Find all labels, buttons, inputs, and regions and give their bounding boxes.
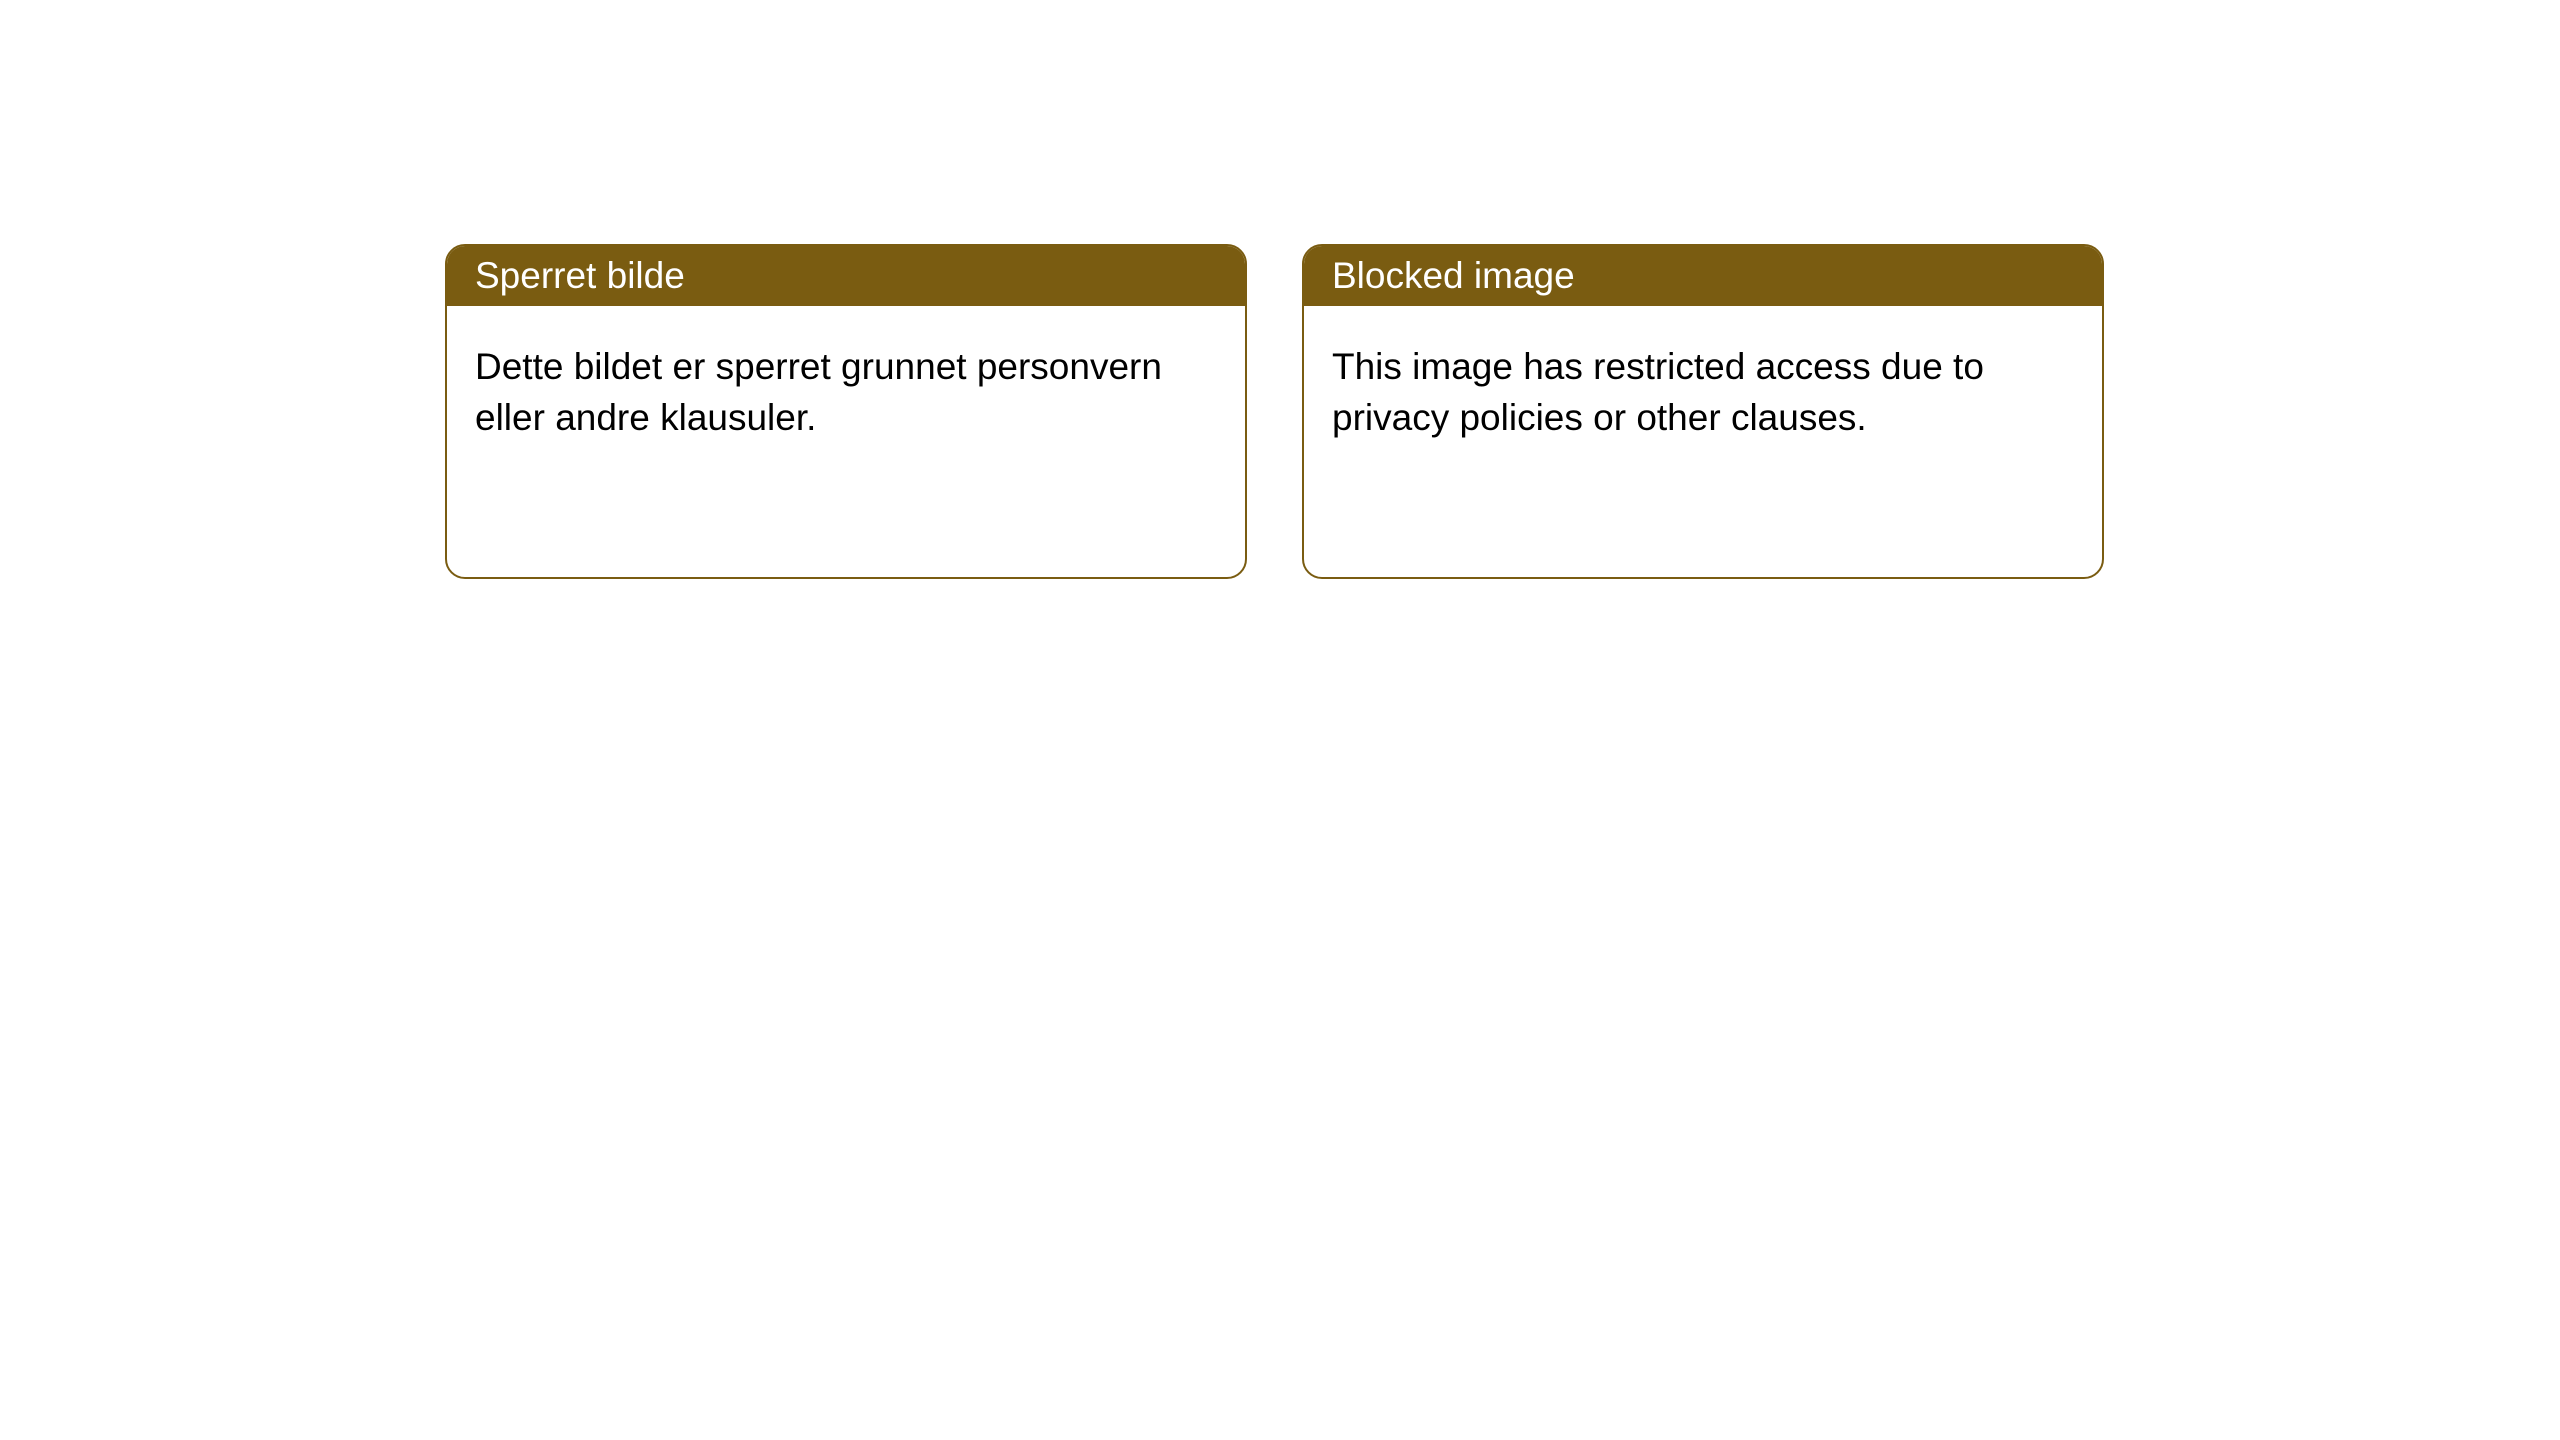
card-body: Dette bildet er sperret grunnet personve… (447, 306, 1245, 478)
card-body: This image has restricted access due to … (1304, 306, 2102, 478)
notice-card-norwegian: Sperret bilde Dette bildet er sperret gr… (445, 244, 1247, 579)
card-body-text: Dette bildet er sperret grunnet personve… (475, 346, 1162, 438)
card-header: Sperret bilde (447, 246, 1245, 306)
notice-card-english: Blocked image This image has restricted … (1302, 244, 2104, 579)
card-body-text: This image has restricted access due to … (1332, 346, 1984, 438)
card-title: Blocked image (1332, 255, 1575, 296)
notice-container: Sperret bilde Dette bildet er sperret gr… (0, 0, 2560, 579)
card-title: Sperret bilde (475, 255, 685, 296)
card-header: Blocked image (1304, 246, 2102, 306)
